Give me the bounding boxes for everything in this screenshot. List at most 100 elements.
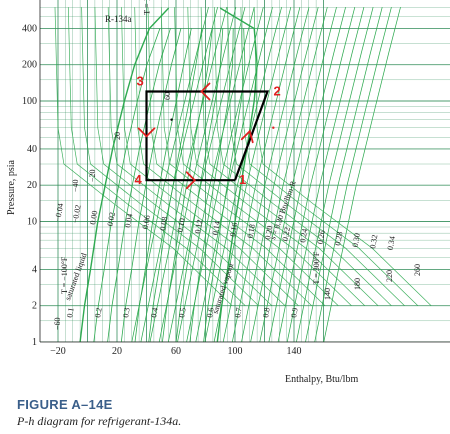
quality-value-label: 0.6 — [205, 307, 216, 318]
entropy-line — [167, 7, 246, 342]
y-tick-label: 200 — [22, 60, 37, 71]
x-axis-label: Enthalpy, Btu/lbm — [285, 374, 358, 385]
entropy-line — [259, 7, 337, 342]
saturated-liquid-line — [79, 7, 170, 342]
entropy-line — [277, 7, 356, 342]
entropy-value-label: −0.04 — [53, 203, 65, 223]
entropy-value-label: 0.10 — [176, 217, 187, 232]
entropy-value-label: 0.12 — [193, 219, 204, 234]
refrigeration-cycle-path — [145, 90, 270, 182]
figure-title: FIGURE A–14E — [17, 397, 113, 412]
annotation-layer: 1 2 3 4 — [135, 73, 281, 190]
temperature-value-label: −40 — [71, 179, 80, 192]
entropy-line — [231, 7, 310, 342]
quality-value-label: 0.7 — [233, 307, 244, 318]
temperature-line — [240, 7, 419, 306]
entropy-line — [140, 7, 218, 342]
quality-value-label: 0.5 — [177, 307, 188, 318]
entropy-value-label: 0.30 — [351, 232, 362, 247]
entropy-line — [158, 7, 237, 342]
x-tick-label: 20 — [112, 346, 122, 357]
entropy-line — [131, 7, 209, 342]
stray-dot — [272, 126, 275, 129]
temperature-line — [81, 7, 259, 306]
curve-family-label: T = −100°F — [60, 256, 69, 294]
quality-line — [120, 28, 182, 342]
temperature-line — [147, 7, 326, 306]
quality-value-label: 0.2 — [93, 307, 104, 318]
cycle-state-label: 4 — [135, 172, 143, 187]
temperature-line — [214, 7, 392, 306]
quality-value-label: 0.4 — [149, 307, 160, 318]
temperature-line — [67, 7, 246, 306]
entropy-line — [213, 7, 292, 342]
x-tick-label: 60 — [171, 346, 181, 357]
entropy-line — [286, 7, 365, 342]
entropy-value-label: 0.26 — [316, 229, 327, 244]
entropy-value-label: 0.16 — [228, 222, 239, 237]
entropy-value-label: 0.18 — [246, 223, 257, 238]
y-tick-label: 40 — [27, 144, 37, 155]
y-tick-label: 4 — [32, 264, 37, 275]
entropy-line — [177, 7, 255, 342]
y-tick-label: 2 — [32, 301, 37, 312]
cycle-layer — [145, 90, 270, 182]
quality-line — [203, 28, 246, 342]
entropy-line — [296, 7, 374, 342]
temperature-value-label: 220 — [385, 270, 394, 282]
quality-line — [175, 28, 224, 342]
temperature-value-label: 260 — [413, 264, 422, 276]
entropy-value-label: 0.06 — [141, 214, 152, 229]
temperature-value-label: −20 — [88, 169, 97, 182]
entropy-value-label: 0.22 — [281, 226, 292, 241]
entropy-value-label: 0.14 — [211, 220, 222, 235]
quality-value-label: 0.1 — [65, 307, 76, 318]
entropy-value-label: −0.02 — [71, 204, 83, 224]
entropy-line — [186, 7, 264, 342]
flow-direction-arrow — [240, 129, 254, 144]
flow-direction-arrow — [185, 171, 197, 190]
cycle-state-label: 1 — [239, 172, 246, 187]
figure-caption: P-h diagram for refrigerant-134a. — [17, 414, 182, 428]
curve-layer — [54, 7, 432, 342]
entropy-line — [241, 7, 319, 342]
quality-value-label: 0.9 — [289, 307, 300, 318]
y-tick-label: 400 — [22, 23, 37, 34]
entropy-line — [250, 7, 328, 342]
entropy-value-label: 0.02 — [106, 211, 117, 226]
entropy-value-label: 0.32 — [368, 234, 379, 249]
x-tick-label: −20 — [50, 346, 66, 357]
flow-direction-arrow — [137, 127, 156, 138]
saturated-vapour-line — [216, 7, 258, 342]
quality-value-label: 0.8 — [261, 307, 272, 318]
temperature-value-label: 20 — [113, 132, 122, 140]
entropy-line — [149, 7, 228, 342]
entropy-value-label: 0.24 — [298, 228, 309, 243]
entropy-value-label: 0.00 — [88, 210, 99, 225]
quality-line — [93, 28, 161, 342]
cycle-state-label: 3 — [137, 73, 144, 88]
temperature-line — [160, 7, 339, 306]
y-tick-label: 10 — [27, 217, 37, 228]
entropy-value-label: 0.34 — [386, 235, 397, 250]
y-tick-label: 100 — [22, 96, 37, 107]
y-tick-label: 20 — [27, 180, 37, 191]
y-axis-label: Pressure, psia — [6, 159, 17, 215]
entropy-value-label: 0.28 — [333, 231, 344, 246]
entropy-line — [305, 7, 383, 342]
entropy-line — [268, 7, 346, 342]
y-tick-label: 1 — [32, 337, 37, 348]
temperature-value-label: 140 — [323, 288, 332, 300]
entropy-line — [195, 7, 273, 342]
temperature-line — [107, 7, 286, 306]
temperature-line — [200, 7, 379, 306]
entropy-line — [222, 7, 301, 342]
temperature-line — [54, 7, 233, 306]
quality-line — [107, 28, 171, 342]
entropy-value-label: 0.04 — [123, 213, 134, 228]
quality-value-label: 0.3 — [121, 307, 132, 318]
stray-dot — [170, 118, 173, 121]
chart-title: R-134a — [105, 14, 132, 24]
entropy-line — [323, 7, 401, 342]
